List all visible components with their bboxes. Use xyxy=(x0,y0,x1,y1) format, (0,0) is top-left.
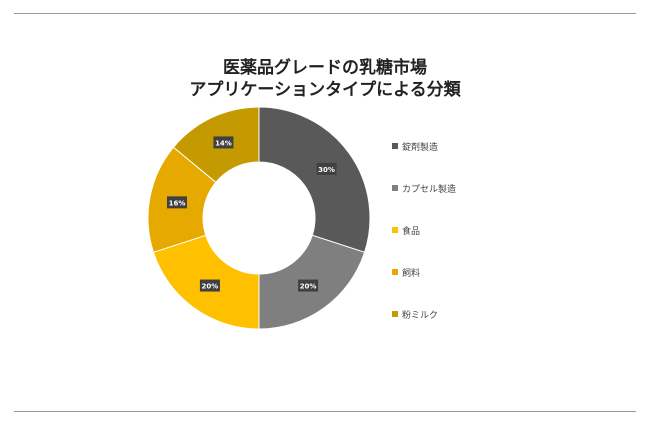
bottom-rule xyxy=(14,411,636,412)
legend-swatch xyxy=(392,311,398,317)
data-label-5: 14% xyxy=(213,136,234,149)
top-rule xyxy=(14,13,636,14)
data-label-4: 16% xyxy=(166,196,187,209)
legend-swatch xyxy=(392,269,398,275)
data-label-3: 20% xyxy=(199,279,220,292)
chart-title-line2: アプリケーションタイプによる分類 xyxy=(189,80,461,100)
legend-label: 飼料 xyxy=(402,268,421,279)
legend-item-5: 粉ミルク xyxy=(392,293,456,335)
chart-title-line1: 医薬品グレードの乳糖市場 xyxy=(223,58,427,78)
legend-item-4: 飼料 xyxy=(392,251,456,293)
legend-swatch xyxy=(392,185,398,191)
legend-label: 粉ミルク xyxy=(402,310,439,321)
data-label-1: 30% xyxy=(316,162,337,175)
legend-item-3: 食品 xyxy=(392,209,456,251)
legend-item-1: 錠剤製造 xyxy=(392,125,456,167)
chart-legend: 錠剤製造カプセル製造 食品飼料粉ミルク xyxy=(392,125,456,335)
donut-slice-1 xyxy=(258,106,371,253)
legend-item-2: カプセル製造 xyxy=(392,167,456,209)
svg-text:30%: 30% xyxy=(318,166,335,174)
svg-text:20%: 20% xyxy=(202,283,219,291)
svg-text:14%: 14% xyxy=(215,139,232,147)
svg-text:16%: 16% xyxy=(169,199,186,207)
data-label-2: 20% xyxy=(298,279,319,292)
legend-label: 錠剤製造 xyxy=(402,142,439,153)
legend-swatch xyxy=(392,227,398,233)
legend-label: カプセル製造 xyxy=(402,184,457,195)
legend-label: 食品 xyxy=(402,226,421,237)
svg-text:20%: 20% xyxy=(300,283,317,291)
legend-swatch xyxy=(392,143,398,149)
